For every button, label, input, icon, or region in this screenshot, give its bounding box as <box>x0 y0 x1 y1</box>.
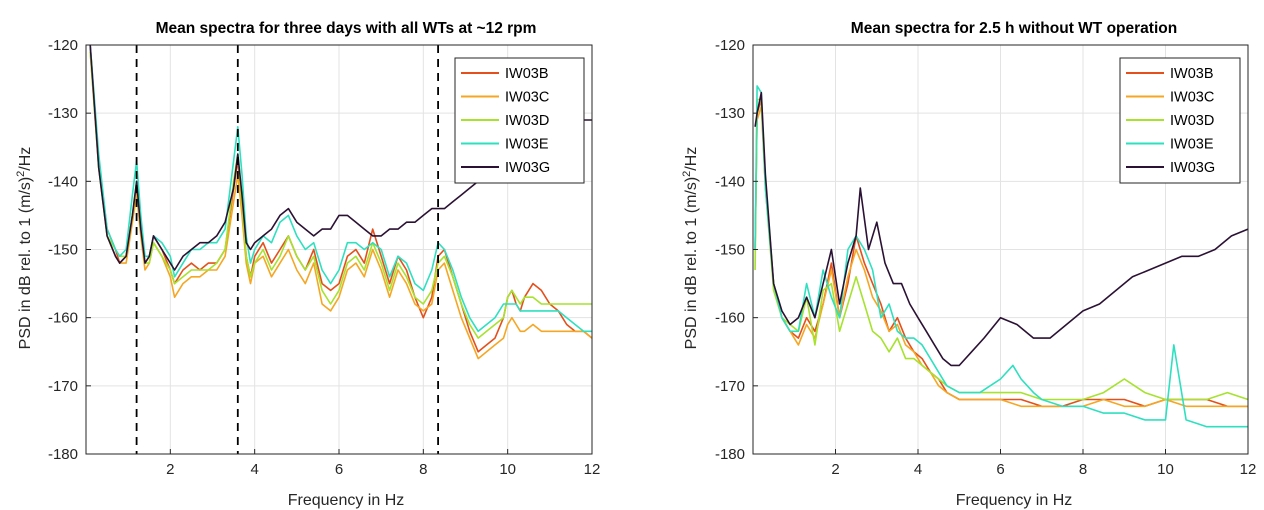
y-tick-label: -140 <box>48 173 78 190</box>
legend-label: IW03E <box>505 137 549 153</box>
y-tick-label: -140 <box>715 173 745 190</box>
y-axis-label: PSD in dB rel. to 1 (m/s)2/Hz <box>681 147 700 350</box>
x-tick-label: 2 <box>166 461 174 478</box>
y-axis-label: PSD in dB rel. to 1 (m/s)2/Hz <box>15 147 34 350</box>
legend-label: IW03E <box>1170 137 1214 153</box>
series-group <box>754 85 1248 428</box>
series-line-iw03e <box>754 85 1248 428</box>
x-tick-label: 4 <box>250 461 258 478</box>
legend-label: IW03C <box>505 90 549 106</box>
series-line-iw03c <box>754 105 1248 408</box>
y-tick-label: -120 <box>715 37 745 54</box>
y-tick-label: -130 <box>715 105 745 122</box>
series-line-iw03d <box>89 51 592 339</box>
y-tick-label: -150 <box>48 242 78 259</box>
x-tick-label: 8 <box>419 461 427 478</box>
legend-label: IW03G <box>505 160 550 176</box>
legend-label: IW03B <box>1170 66 1214 82</box>
chart-title: Mean spectra for three days with all WTs… <box>156 20 537 37</box>
left-spectra-panel: Mean spectra for three days with all WTs… <box>15 20 600 509</box>
x-tick-label: 12 <box>584 461 601 478</box>
x-tick-label: 10 <box>1157 461 1174 478</box>
x-tick-label: 8 <box>1079 461 1087 478</box>
x-tick-label: 6 <box>335 461 343 478</box>
y-tick-label: -170 <box>715 378 745 395</box>
series-line-iw03e <box>89 45 592 333</box>
x-axis-label: Frequency in Hz <box>288 492 405 509</box>
x-tick-label: 2 <box>831 461 839 478</box>
y-tick-label: -130 <box>48 105 78 122</box>
y-tick-label: -180 <box>715 446 745 463</box>
series-line-iw03g <box>754 91 1248 367</box>
y-tick-label: -170 <box>48 378 78 395</box>
x-axis-label: Frequency in Hz <box>956 492 1073 509</box>
right-spectra-panel: Mean spectra for 2.5 h without WT operat… <box>681 20 1256 509</box>
legend-label: IW03G <box>1170 160 1215 176</box>
y-tick-label: -180 <box>48 446 78 463</box>
y-tick-label: -120 <box>48 37 78 54</box>
x-tick-label: 6 <box>996 461 1004 478</box>
legend: IW03B IW03C IW03D IW03E IW03G <box>1119 57 1241 184</box>
legend-label: IW03D <box>505 113 549 129</box>
y-tick-label: -150 <box>715 242 745 259</box>
y-tick-label: -160 <box>715 310 745 327</box>
y-tick-label: -160 <box>48 310 78 327</box>
legend: IW03B IW03C IW03D IW03E IW03G <box>454 57 585 184</box>
legend-label: IW03B <box>505 66 549 82</box>
legend-label: IW03C <box>1170 90 1214 106</box>
x-tick-label: 4 <box>914 461 922 478</box>
x-tick-label: 10 <box>499 461 516 478</box>
legend-label: IW03D <box>1170 113 1214 129</box>
series-line-iw03d <box>754 98 1248 401</box>
series-group <box>89 45 592 360</box>
chart-title: Mean spectra for 2.5 h without WT operat… <box>851 20 1177 37</box>
x-tick-label: 12 <box>1240 461 1257 478</box>
